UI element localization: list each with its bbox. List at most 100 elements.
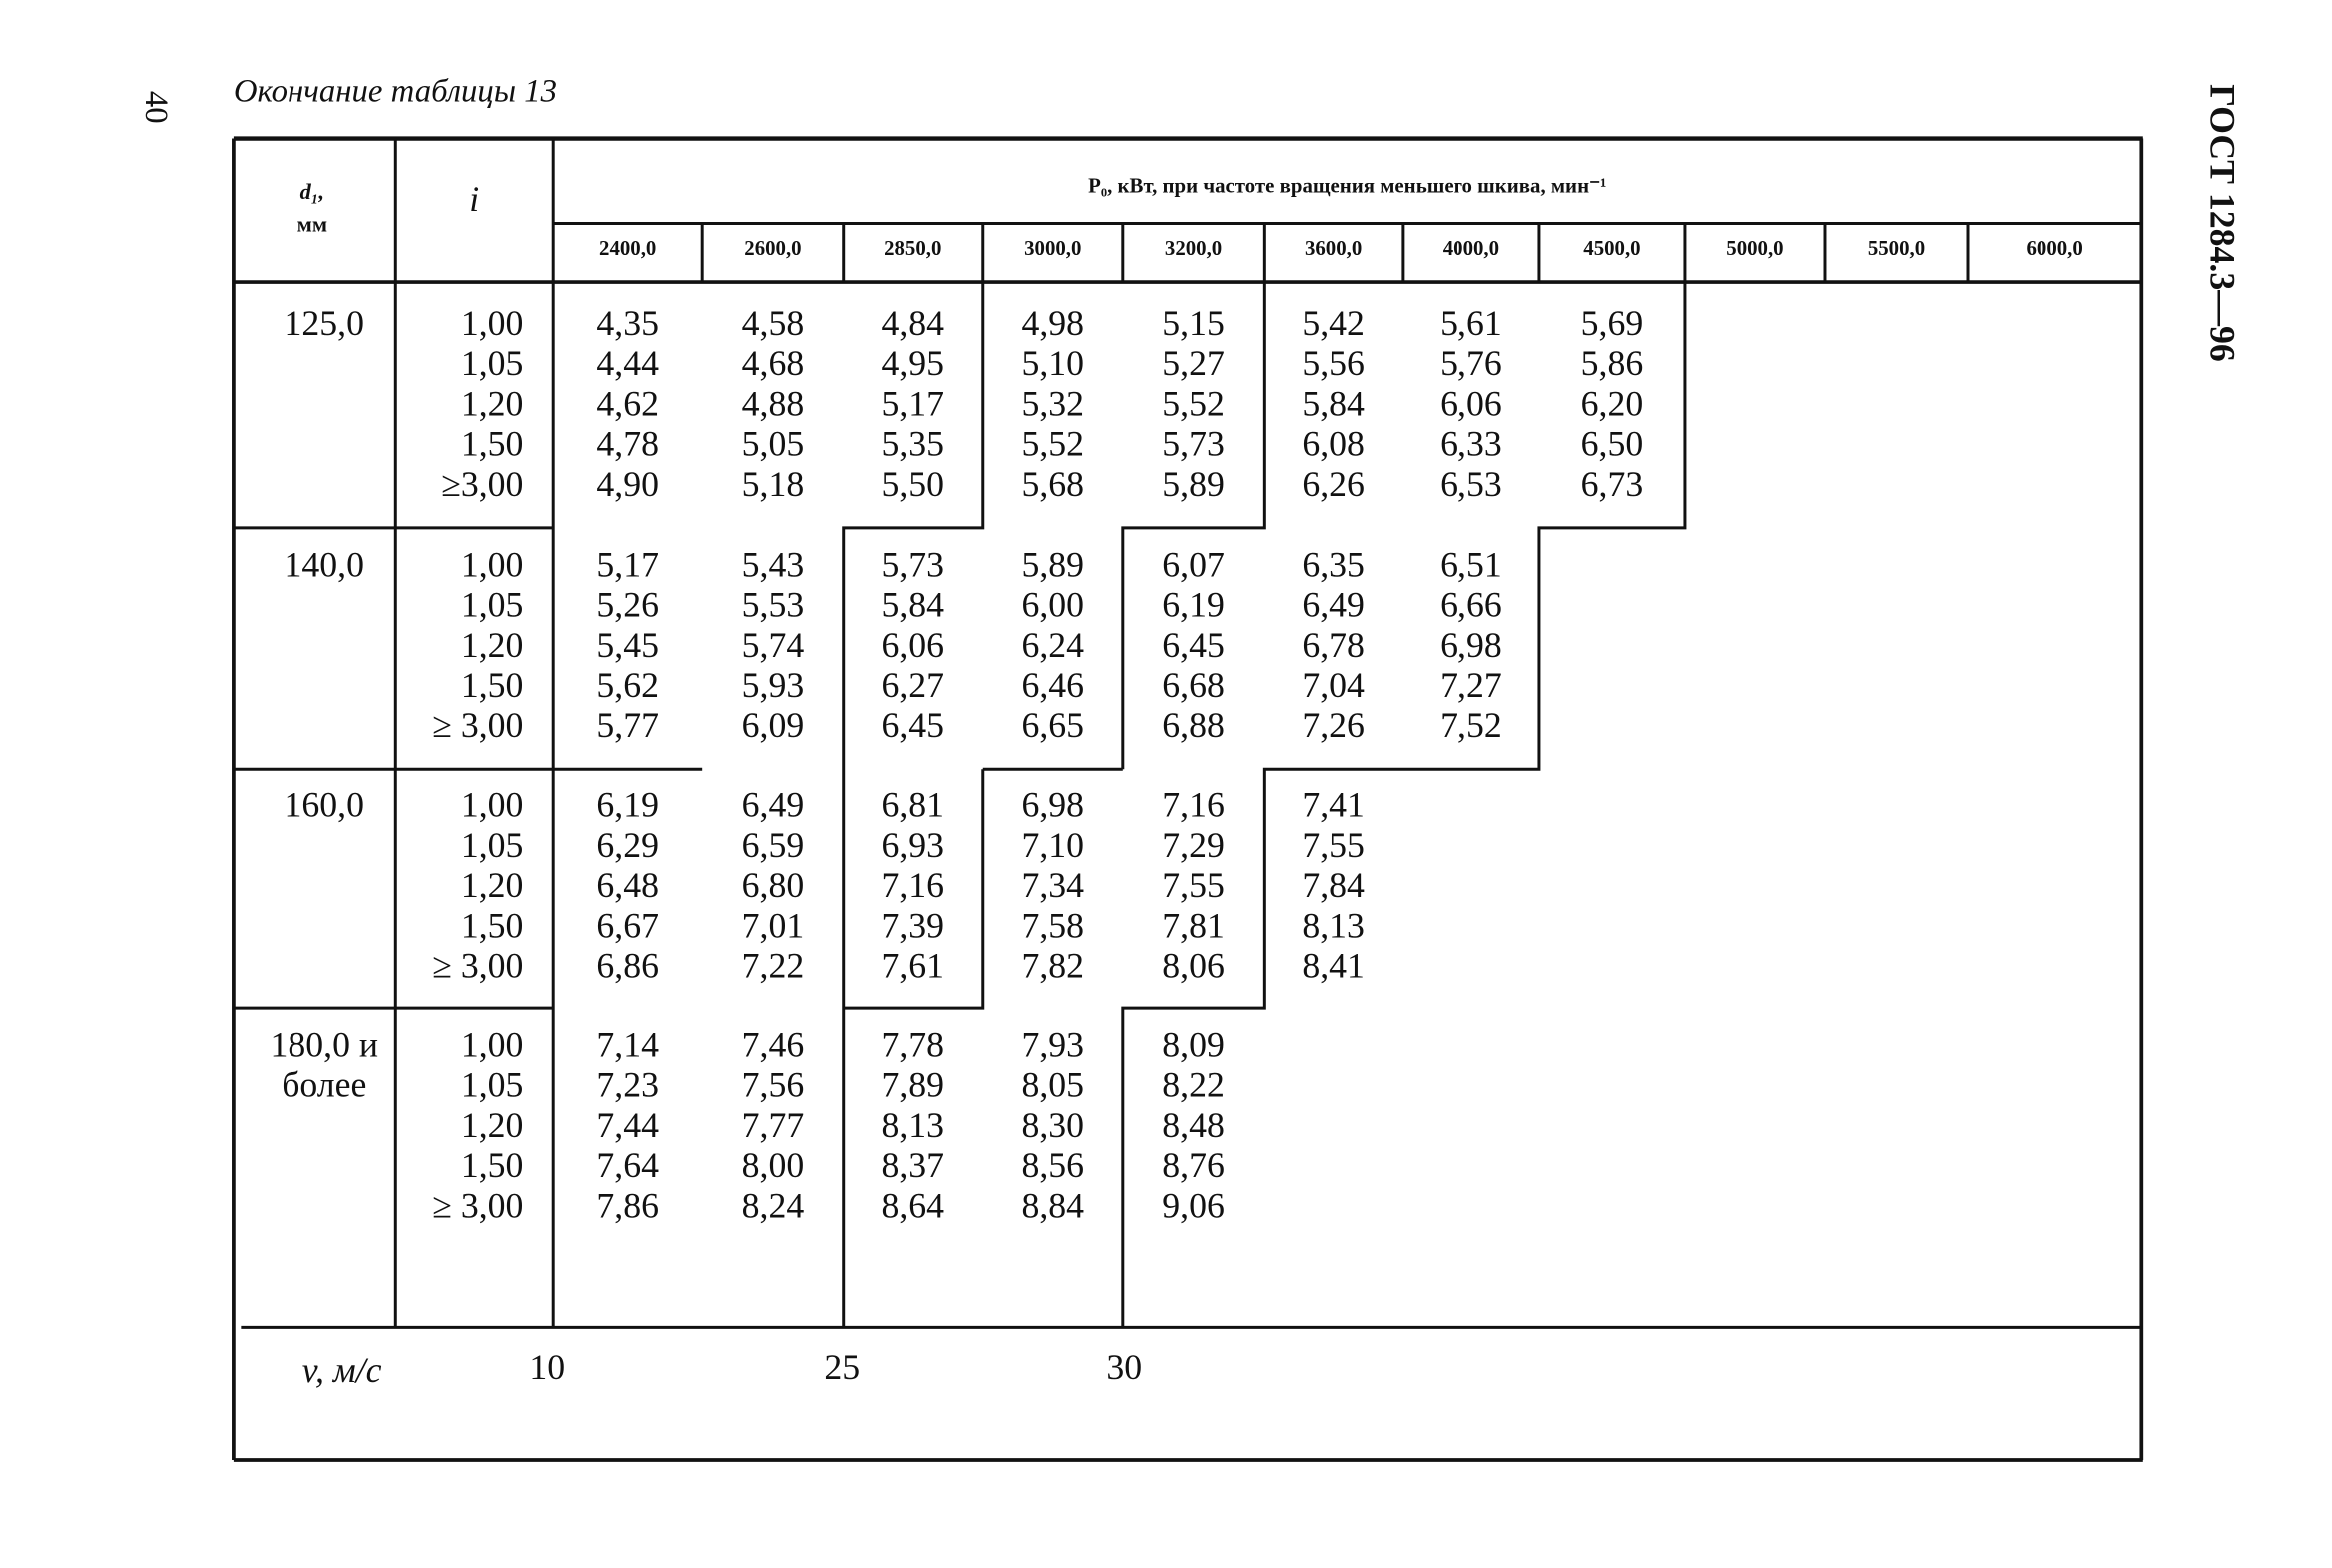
cell: 8,30 <box>1021 1105 1084 1145</box>
v-label: v, м/с <box>302 1350 382 1390</box>
d-value: 140,0 <box>285 544 364 584</box>
i-value: 1,05 <box>461 343 524 383</box>
cell: 5,61 <box>1440 303 1502 343</box>
d-value: 180,0 и более <box>271 1025 379 1105</box>
cell: 5,45 <box>596 625 659 665</box>
cell: 4,78 <box>596 424 659 464</box>
cell: 7,39 <box>881 905 944 945</box>
p-title: P₀, кВт, при частоте вращения меньшего ш… <box>1088 174 1606 198</box>
cell: 7,55 <box>1162 865 1225 905</box>
v-value: 25 <box>824 1347 860 1387</box>
d-unit: мм <box>297 212 327 237</box>
cell: 6,48 <box>596 865 659 905</box>
i-value: 1,50 <box>461 1145 524 1185</box>
speed: 2400,0 <box>599 236 656 260</box>
cell: 7,64 <box>596 1145 659 1185</box>
cell: 8,09 <box>1162 1025 1225 1065</box>
cell: 6,86 <box>596 946 659 986</box>
i-value: ≥ 3,00 <box>432 705 523 745</box>
cell: 5,35 <box>881 424 944 464</box>
cell: 8,64 <box>881 1185 944 1225</box>
cell: 5,50 <box>881 464 944 504</box>
cell: 7,16 <box>881 865 944 905</box>
cell: 6,07 <box>1162 544 1225 584</box>
cell: 6,53 <box>1440 464 1502 504</box>
cell: 8,22 <box>1162 1065 1225 1105</box>
cell: 6,20 <box>1581 383 1644 423</box>
i-value: 1,00 <box>461 544 524 584</box>
cell: 8,41 <box>1302 946 1365 986</box>
cell: 5,17 <box>596 544 659 584</box>
cell: 5,52 <box>1162 383 1225 423</box>
cell: 6,65 <box>1021 705 1084 745</box>
cell: 7,27 <box>1440 665 1502 705</box>
cell: 5,18 <box>742 464 805 504</box>
speed: 6000,0 <box>2026 236 2082 260</box>
cell: 4,88 <box>742 383 805 423</box>
cell: 8,05 <box>1021 1065 1084 1105</box>
cell: 7,14 <box>596 1025 659 1065</box>
cell: 6,51 <box>1440 544 1502 584</box>
cell: 5,56 <box>1302 343 1365 383</box>
cell: 7,10 <box>1021 825 1084 865</box>
cell: 8,48 <box>1162 1105 1225 1145</box>
cell: 6,88 <box>1162 705 1225 745</box>
cell: 6,45 <box>881 705 944 745</box>
i-value: 1,00 <box>461 1025 524 1065</box>
cell: 4,95 <box>881 343 944 383</box>
cell: 5,68 <box>1021 464 1084 504</box>
cell: 6,67 <box>596 905 659 945</box>
cell: 7,56 <box>742 1065 805 1105</box>
cell: 6,06 <box>1440 383 1502 423</box>
cell: 8,06 <box>1162 946 1225 986</box>
cell: 7,78 <box>881 1025 944 1065</box>
cell: 5,53 <box>742 585 805 625</box>
cell: 8,13 <box>881 1105 944 1145</box>
speed: 3200,0 <box>1165 236 1222 260</box>
cell: 5,62 <box>596 665 659 705</box>
cell: 6,08 <box>1302 424 1365 464</box>
cell: 5,89 <box>1021 544 1084 584</box>
cell: 7,04 <box>1302 665 1365 705</box>
title: Окончание таблицы 13 <box>234 73 557 109</box>
cell: 8,84 <box>1021 1185 1084 1225</box>
v-value: 10 <box>529 1347 565 1387</box>
i-value: 1,05 <box>461 585 524 625</box>
cell: 5,42 <box>1302 303 1365 343</box>
cell: 5,32 <box>1021 383 1084 423</box>
speed: 5000,0 <box>1726 236 1783 260</box>
cell: 7,93 <box>1021 1025 1084 1065</box>
cell: 5,69 <box>1581 303 1644 343</box>
cell: 6,24 <box>1021 625 1084 665</box>
cell: 6,80 <box>742 865 805 905</box>
cell: 8,24 <box>742 1185 805 1225</box>
d-value: 160,0 <box>285 785 364 825</box>
speed: 4000,0 <box>1443 236 1499 260</box>
cell: 4,98 <box>1021 303 1084 343</box>
cell: 7,89 <box>881 1065 944 1105</box>
cell: 6,19 <box>1162 585 1225 625</box>
cell: 7,34 <box>1021 865 1084 905</box>
cell: 6,46 <box>1021 665 1084 705</box>
cell: 6,59 <box>742 825 805 865</box>
v-value: 30 <box>1106 1347 1142 1387</box>
cell: 6,26 <box>1302 464 1365 504</box>
cell: 7,52 <box>1440 705 1502 745</box>
cell: 8,56 <box>1021 1145 1084 1185</box>
cell: 4,58 <box>742 303 805 343</box>
cell: 6,78 <box>1302 625 1365 665</box>
cell: 5,27 <box>1162 343 1225 383</box>
speed: 3000,0 <box>1024 236 1081 260</box>
cell: 7,16 <box>1162 785 1225 825</box>
cell: 7,22 <box>742 946 805 986</box>
cell: 5,05 <box>742 424 805 464</box>
cell: 6,66 <box>1440 585 1502 625</box>
cell: 5,77 <box>596 705 659 745</box>
cell: 6,81 <box>881 785 944 825</box>
cell: 5,15 <box>1162 303 1225 343</box>
i-value: 1,20 <box>461 383 524 423</box>
cell: 4,62 <box>596 383 659 423</box>
cell: 7,81 <box>1162 905 1225 945</box>
cell: 6,00 <box>1021 585 1084 625</box>
